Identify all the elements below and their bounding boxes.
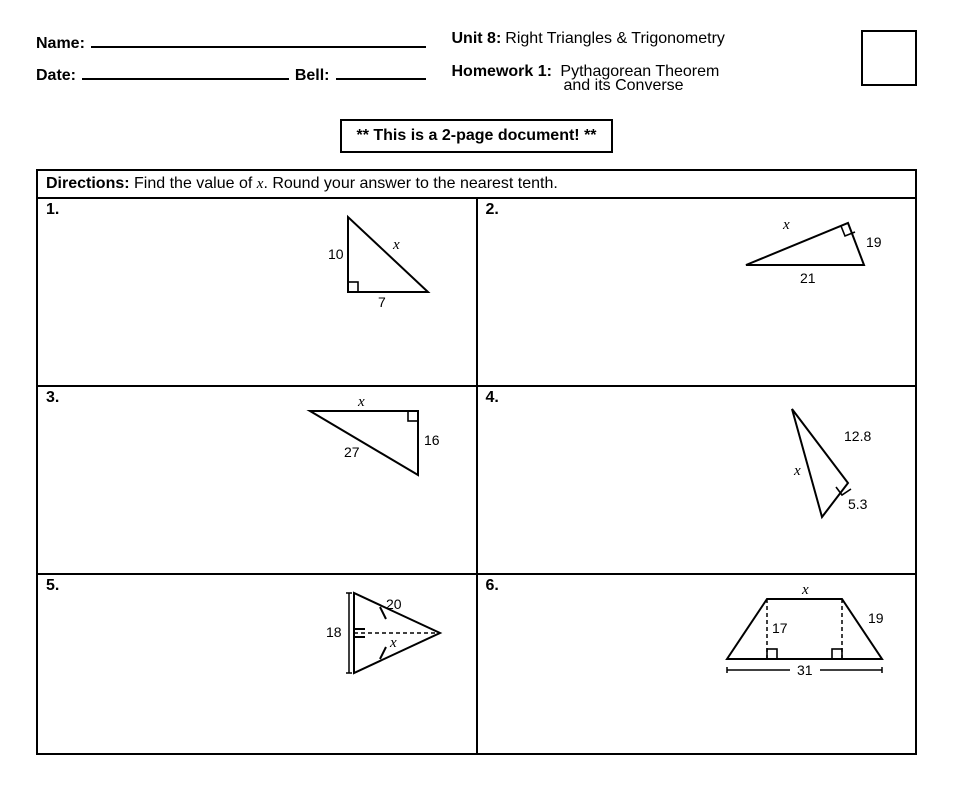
- hw-label: Homework 1:: [452, 63, 552, 80]
- bell-label: Bell:: [295, 67, 330, 85]
- triangle-4: 12.8 x 5.3: [750, 397, 900, 537]
- p5-height: 18: [326, 624, 342, 640]
- p6-top: x: [801, 582, 809, 598]
- p3-top: x: [357, 394, 365, 410]
- p1-hyp: x: [392, 237, 400, 253]
- triangle-3: x 16 27: [290, 393, 450, 503]
- page-notice: ** This is a 2-page document! **: [340, 119, 612, 153]
- problem-1: 1. 10 7 x: [38, 199, 478, 385]
- problem-3-number: 3.: [46, 389, 59, 406]
- directions-bar: Directions: Find the value of x. Round y…: [38, 171, 915, 199]
- p3-hyp: 27: [344, 444, 360, 460]
- problem-6-number: 6.: [486, 577, 499, 594]
- worksheet-grid: Directions: Find the value of x . Round y…: [36, 169, 917, 755]
- triangle-5: 18 20 x: [320, 581, 470, 701]
- directions-text-a: Find the value of: [130, 175, 257, 192]
- p2-right: 19: [866, 234, 882, 250]
- triangle-2: x 19 21: [728, 207, 898, 297]
- date-label: Date:: [36, 67, 76, 85]
- p4-hyp: 12.8: [844, 428, 871, 444]
- triangle-1: 10 7 x: [318, 207, 448, 317]
- bell-blank[interactable]: [336, 63, 426, 81]
- problem-5-number: 5.: [46, 577, 59, 594]
- unit-label: Unit 8:: [452, 30, 502, 48]
- name-label: Name:: [36, 35, 85, 53]
- problem-2: 2. x 19 21: [478, 199, 916, 385]
- problem-5: 5. 18 20 x: [38, 575, 478, 753]
- trapezoid-6: x 17 19 31: [702, 581, 912, 711]
- p5-side: 20: [386, 596, 402, 612]
- score-box[interactable]: [861, 30, 917, 86]
- p2-top: x: [782, 217, 790, 233]
- problem-4-number: 4.: [486, 389, 499, 406]
- directions-label: Directions:: [46, 175, 130, 192]
- p5-base: x: [389, 635, 397, 651]
- date-blank[interactable]: [82, 63, 289, 81]
- p1-leg-h: 7: [378, 294, 386, 310]
- problem-6: 6. x 17 19 31: [478, 575, 916, 753]
- p1-leg-v: 10: [328, 246, 344, 262]
- p6-heightL: 17: [772, 620, 788, 636]
- p6-right: 19: [868, 610, 884, 626]
- worksheet-header: Name: Unit 8: Right Triangles & Trigonom…: [36, 30, 917, 105]
- p6-base: 31: [797, 662, 813, 678]
- directions-text-b: . Round your answer to the nearest tenth…: [263, 175, 557, 192]
- name-blank[interactable]: [91, 30, 426, 48]
- p2-bottom: 21: [800, 270, 816, 286]
- problem-3: 3. x 16 27: [38, 387, 478, 573]
- p4-leg-right: 5.3: [848, 496, 868, 512]
- problem-2-number: 2.: [486, 201, 499, 218]
- p4-leg-inner: x: [793, 463, 801, 479]
- unit-title: Right Triangles & Trigonometry: [505, 30, 725, 48]
- problem-4: 4. 12.8 x 5.3: [478, 387, 916, 573]
- problem-1-number: 1.: [46, 201, 59, 218]
- p3-right: 16: [424, 432, 440, 448]
- hw-subtitle: and its Converse: [564, 77, 684, 95]
